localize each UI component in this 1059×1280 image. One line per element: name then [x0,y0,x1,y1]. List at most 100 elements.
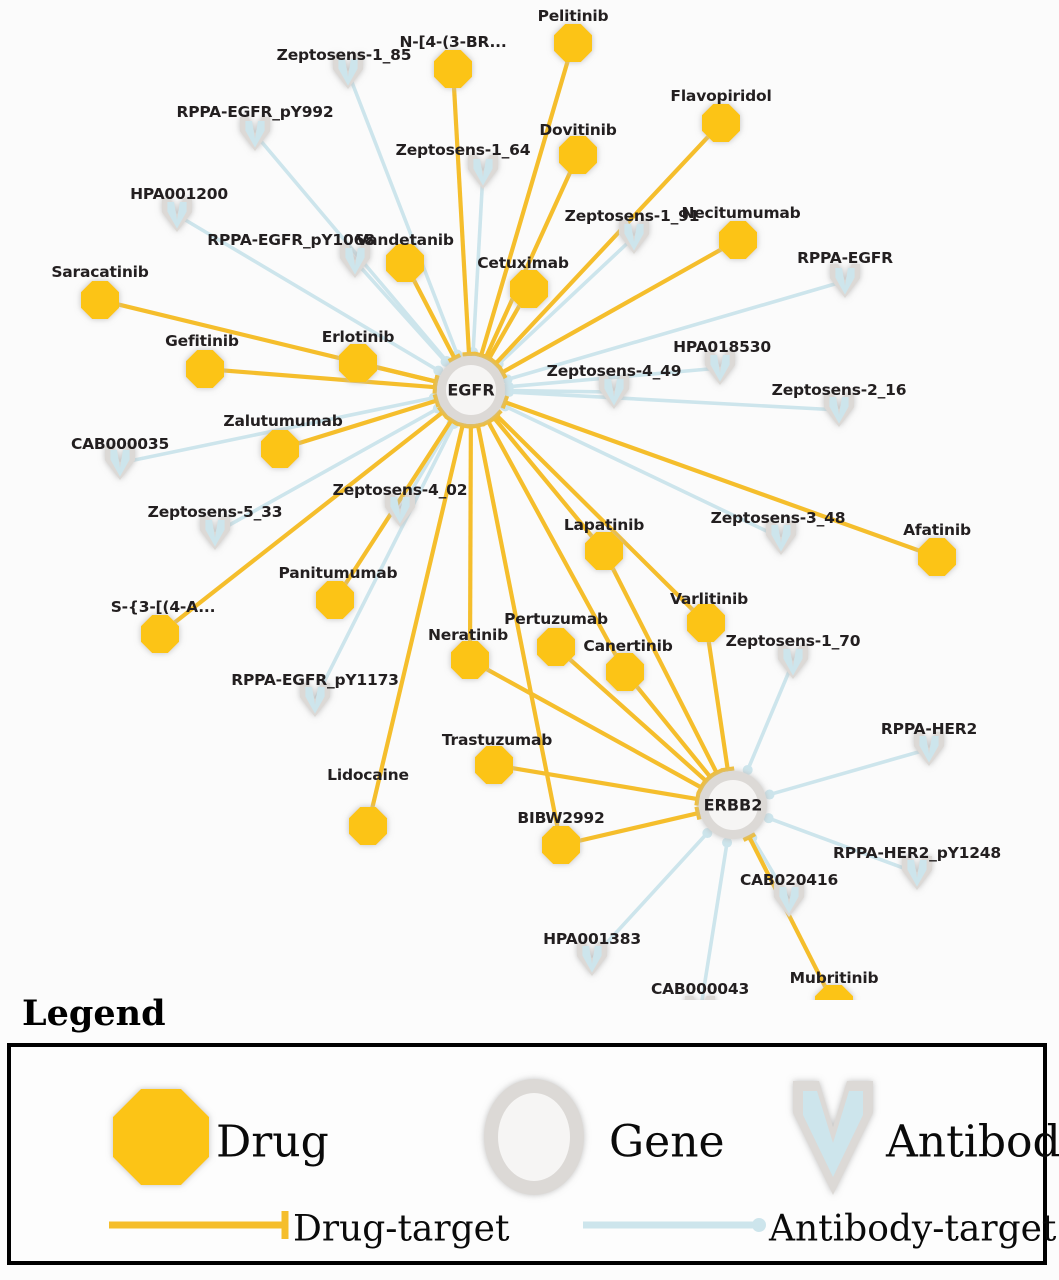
drug-node-label: Saracatinib [51,263,149,281]
drug-node-label: Lapatinib [563,516,645,534]
drug-node-label: Vandetanib [356,231,454,249]
gene-node[interactable] [437,356,505,424]
legend-box: Drug Gene Antibody Drug-target Antibody-… [7,1043,1059,1265]
drug-node-label: Neratinib [428,626,508,644]
legend-title: Legend [22,993,166,1034]
drug-node[interactable] [81,281,119,319]
antibody-node-label: CAB000035 [70,435,170,453]
antibody-node-label: RPPA-HER2_pY1248 [833,844,1001,862]
antibody-node[interactable] [774,883,804,917]
antibody-node[interactable] [705,351,735,385]
antibody-node-label: Zeptosens-1_64 [395,141,531,159]
drug-node[interactable] [542,826,580,864]
drug-node[interactable] [918,538,956,576]
drug-node-label: Pelitinib [537,7,609,25]
antibody-node[interactable] [200,516,230,550]
gene-node[interactable] [699,771,767,839]
drug-node[interactable] [554,24,592,62]
antibody-node[interactable] [599,375,629,409]
legend-antibody-target-label: Antibody-target [769,1208,1057,1250]
antibody-node[interactable] [240,117,270,151]
drug-node-label: Trastuzumab [441,731,553,749]
drug-node[interactable] [687,604,725,642]
drug-node[interactable] [719,221,757,259]
legend-antibody-label: Antibody [886,1116,1059,1168]
edge-antibody-target [313,418,459,701]
edge-drug-target [158,405,449,636]
antibody-node-label: Zeptosens-1_85 [276,46,412,64]
legend-gene-label: Gene [609,1116,725,1168]
drug-node-label: Pertuzumab [504,610,608,628]
antibody-node[interactable] [300,683,330,717]
drug-node[interactable] [316,581,354,619]
legend-antibody-target-edge [583,1218,766,1232]
drug-node[interactable] [339,344,377,382]
drug-node[interactable] [349,807,387,845]
antibody-node-label: RPPA-HER2 [880,720,978,738]
network-canvas[interactable]: Zeptosens-1_85 RPPA-EGFR_pY992 HPA001200 Ze… [0,0,1059,1000]
drug-node-label: S-{3-[(4-A... [110,598,216,616]
drug-node[interactable] [186,350,224,388]
antibody-node[interactable] [340,244,370,278]
antibody-node[interactable] [577,942,607,976]
edge-drug-target [500,395,938,559]
antibody-node[interactable] [824,393,854,427]
edge-drug-target [742,832,835,1000]
drug-node[interactable] [559,136,597,174]
antibody-node[interactable] [105,446,135,480]
drug-node-label: Necitumumab [681,204,801,222]
drug-node[interactable] [510,270,548,308]
edge-drug-target [450,68,476,357]
drug-node[interactable] [585,532,623,570]
legend-antibody-icon [793,1081,873,1195]
drug-node[interactable] [702,104,740,142]
edge-drug-target [468,658,707,795]
drug-node-label: BIBW2992 [517,809,605,827]
drug-node[interactable] [386,244,424,282]
network-svg[interactable] [0,0,1059,1000]
drug-node-label: Afatinib [903,521,971,539]
gene-node-label: EGFR [447,380,495,400]
nodes-layer [81,24,956,1000]
antibody-node-label: Zeptosens-3_48 [710,509,846,527]
antibody-node-label: HPA018530 [673,338,771,356]
drug-node[interactable] [606,653,644,691]
drug-node-label: Cetuximab [477,254,569,272]
drug-node-label: Panitumumab [278,564,398,582]
drug-node[interactable] [537,628,575,666]
antibody-node[interactable] [766,521,796,555]
antibody-node[interactable] [902,856,932,890]
edge-drug-target [279,393,441,452]
legend: Legend [0,985,1059,1280]
legend-drug-target-edge [109,1211,289,1239]
legend-drug-target-label: Drug-target [293,1208,510,1250]
drug-node[interactable] [141,615,179,653]
antibody-node[interactable] [468,155,498,189]
edge-drug-target [489,121,723,370]
edge-drug-target [623,670,717,783]
drug-node-label: Gefitinib [165,332,239,350]
drug-node[interactable] [451,641,489,679]
antibody-node[interactable] [830,264,860,298]
drug-node[interactable] [475,746,513,784]
drug-node-label: Lidocaine [327,766,409,784]
drug-node[interactable] [434,50,472,88]
antibody-node-label: Zeptosens-5_33 [147,503,283,521]
drug-node-label: Zalutumumab [223,412,343,430]
drug-node-label: Varlitinib [669,590,749,608]
antibody-node[interactable] [619,220,649,254]
antibody-node-label: CAB020416 [739,871,839,889]
antibody-node[interactable] [162,198,192,232]
drug-node-label: N-[4-(3-BR... [399,33,507,51]
antibody-node[interactable] [914,732,944,766]
drug-node[interactable] [261,430,299,468]
drug-node[interactable] [815,985,853,1000]
antibody-node[interactable] [333,55,363,89]
edge-drug-target [464,423,478,661]
antibody-node[interactable] [685,996,715,1000]
gene-node-label: ERBB2 [703,795,763,815]
legend-drug-label: Drug [216,1116,329,1168]
antibody-node[interactable] [778,645,808,679]
antibody-node[interactable] [385,493,415,527]
edge-drug-target [481,416,627,674]
